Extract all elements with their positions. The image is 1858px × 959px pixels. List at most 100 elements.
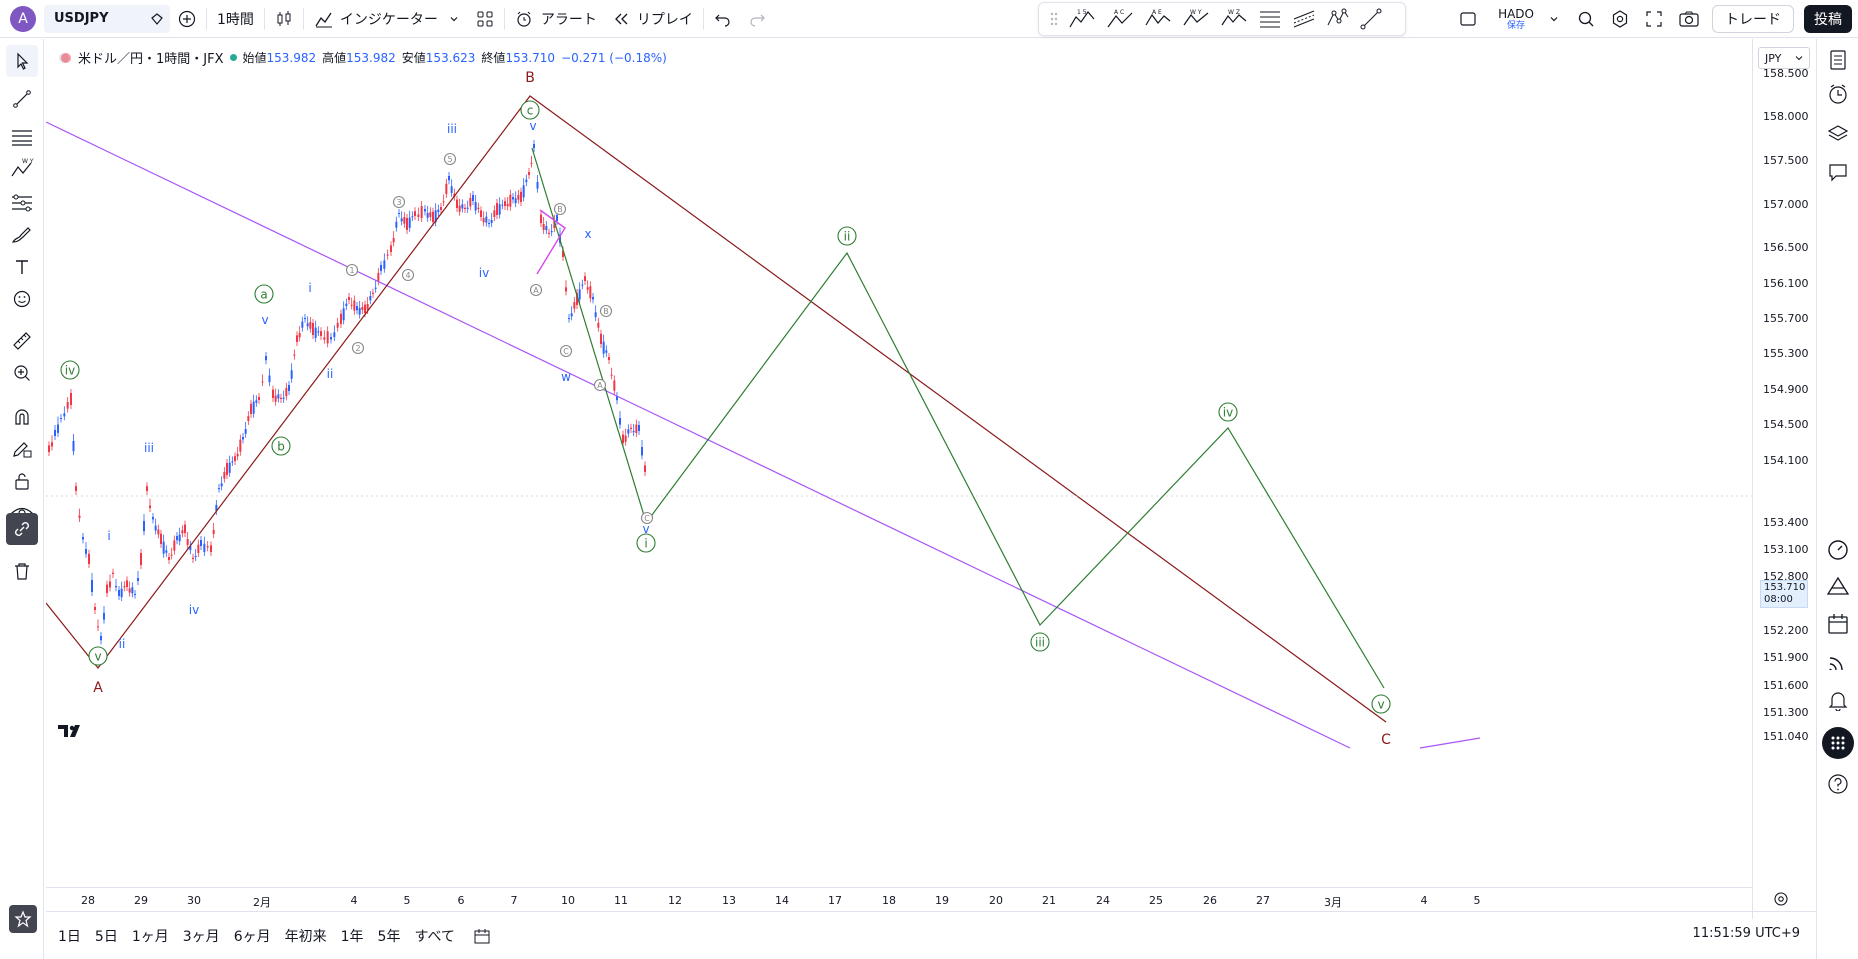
brush-tool[interactable]: [6, 219, 38, 251]
wave-label[interactable]: C: [563, 347, 569, 356]
symbol-search[interactable]: USDJPY: [44, 4, 170, 33]
drag-handle-icon[interactable]: [1049, 11, 1059, 27]
favorites-tool[interactable]: [9, 905, 37, 933]
object-tree-button[interactable]: [1823, 119, 1853, 149]
wave-label[interactable]: 5: [447, 155, 452, 164]
alert-button[interactable]: アラート: [507, 0, 605, 38]
calendar-button[interactable]: [1823, 609, 1853, 639]
triangle-wave-icon[interactable]: A E: [1143, 7, 1173, 31]
wave-label[interactable]: i: [107, 529, 110, 543]
watchlist-button[interactable]: [1823, 45, 1853, 75]
wave-label[interactable]: B: [557, 205, 563, 214]
wave-label[interactable]: a: [260, 287, 267, 301]
price-scale[interactable]: 158.500 158.000 157.500 157.000 156.500 156.1…: [1752, 39, 1816, 919]
stream-button[interactable]: [1823, 647, 1853, 677]
wave-label[interactable]: iii: [1035, 635, 1045, 649]
undo-button[interactable]: [706, 0, 740, 38]
wave-label[interactable]: c: [527, 103, 534, 117]
layout-save-button[interactable]: HADO 保存: [1498, 8, 1534, 31]
wave-label[interactable]: A: [93, 680, 103, 696]
chevron-down-icon[interactable]: [1548, 13, 1560, 25]
interval-button[interactable]: 1時間: [217, 11, 254, 28]
range-button[interactable]: 6ヶ月: [233, 928, 271, 945]
redo-button[interactable]: [740, 0, 774, 38]
zoom-tool[interactable]: [6, 357, 38, 389]
camera-icon[interactable]: [1678, 9, 1700, 29]
replay-button[interactable]: リプレイ: [605, 0, 701, 38]
wave-label[interactable]: B: [603, 307, 609, 316]
wave-label[interactable]: C: [644, 514, 650, 523]
horizontal-lines-icon[interactable]: [1257, 7, 1283, 31]
wave-label[interactable]: iv: [479, 266, 489, 280]
wave-label[interactable]: A: [533, 286, 539, 295]
wave-label[interactable]: w: [561, 370, 571, 384]
date-range-icon[interactable]: [473, 927, 491, 945]
post-button[interactable]: 投稿: [1804, 5, 1852, 33]
trade-button[interactable]: トレード: [1712, 5, 1794, 33]
price-chart[interactable]: ABCivvabciiiiiiivviiiiiiivviiiiiiivvxwv1…: [46, 39, 1754, 919]
indicators-button[interactable]: インジケーター: [306, 0, 468, 38]
apps-button[interactable]: [1822, 727, 1854, 759]
fib-tool[interactable]: [6, 121, 38, 153]
wave-label[interactable]: ii: [327, 367, 334, 381]
pattern-icon[interactable]: [1325, 7, 1351, 31]
wave-label[interactable]: v: [261, 313, 268, 327]
text-tool[interactable]: [6, 251, 38, 283]
pattern-tool[interactable]: W Y: [6, 153, 38, 185]
quick-search-icon[interactable]: [1576, 9, 1596, 29]
wave-label[interactable]: 3: [396, 198, 401, 207]
magnet-tool[interactable]: [6, 401, 38, 433]
settings-icon[interactable]: [1772, 890, 1790, 908]
wave-label[interactable]: iii: [144, 441, 154, 455]
wave-label[interactable]: v: [94, 649, 101, 663]
wave-label[interactable]: iv: [1223, 405, 1233, 419]
chart-type-button[interactable]: [267, 0, 301, 38]
prediction-tool[interactable]: [6, 187, 38, 219]
rectangle-layout-icon[interactable]: [1458, 9, 1478, 29]
wave-label[interactable]: v: [1377, 697, 1384, 711]
sync-drawings-tool[interactable]: [6, 513, 38, 545]
wave-label[interactable]: C: [1381, 732, 1391, 748]
correction-wave-icon[interactable]: A C: [1105, 7, 1135, 31]
wave-label[interactable]: iv: [189, 603, 199, 617]
remove-drawings-tool[interactable]: [6, 555, 38, 587]
user-avatar[interactable]: A: [10, 5, 36, 32]
wave-label[interactable]: 2: [355, 344, 360, 353]
trend-line-icon[interactable]: [1359, 7, 1383, 31]
market-status-dot[interactable]: [229, 54, 237, 61]
time-axis[interactable]: 28 29 30 2月 4 5 6 7 10 11 12 13 14 17 18 19 20 21 24 25 26 27…: [46, 887, 1752, 911]
currency-selector[interactable]: JPY: [1758, 47, 1810, 69]
range-button[interactable]: 年初来: [284, 928, 327, 945]
range-button[interactable]: 1ヶ月: [131, 928, 169, 945]
wave-label[interactable]: B: [525, 70, 535, 86]
triple-combo-wave-icon[interactable]: W Z: [1219, 7, 1249, 31]
clock[interactable]: 11:51:59 UTC+9: [1692, 926, 1800, 941]
emoji-tool[interactable]: [6, 283, 38, 315]
pine-button[interactable]: [1823, 571, 1853, 601]
range-button[interactable]: 3ヶ月: [182, 928, 220, 945]
wave-label[interactable]: i: [644, 536, 647, 550]
templates-button[interactable]: [468, 0, 502, 38]
range-button[interactable]: 1日: [58, 928, 81, 945]
wave-label[interactable]: iii: [447, 122, 457, 136]
settings-icon[interactable]: [1610, 9, 1630, 29]
help-button[interactable]: [1823, 769, 1853, 799]
wave-label[interactable]: iv: [65, 363, 75, 377]
lock-drawings-tool[interactable]: [6, 465, 38, 497]
wave-label[interactable]: ii: [119, 637, 126, 651]
wave-label[interactable]: 1: [349, 266, 354, 275]
wave-label[interactable]: x: [584, 227, 591, 241]
wave-label[interactable]: A: [597, 381, 603, 390]
market-data-button[interactable]: [1823, 535, 1853, 565]
wave-label[interactable]: v: [529, 119, 536, 133]
range-button[interactable]: 1年: [340, 928, 364, 945]
wave-label[interactable]: 4: [405, 271, 410, 280]
measure-tool[interactable]: [6, 325, 38, 357]
impulse-wave-icon[interactable]: 1 5: [1067, 7, 1097, 31]
range-button[interactable]: すべて: [414, 928, 455, 945]
range-button[interactable]: 5日: [94, 928, 118, 945]
range-button[interactable]: 5年: [377, 928, 401, 945]
wave-label[interactable]: ii: [844, 229, 851, 243]
wave-label[interactable]: i: [308, 281, 311, 295]
notifications-button[interactable]: [1823, 685, 1853, 715]
